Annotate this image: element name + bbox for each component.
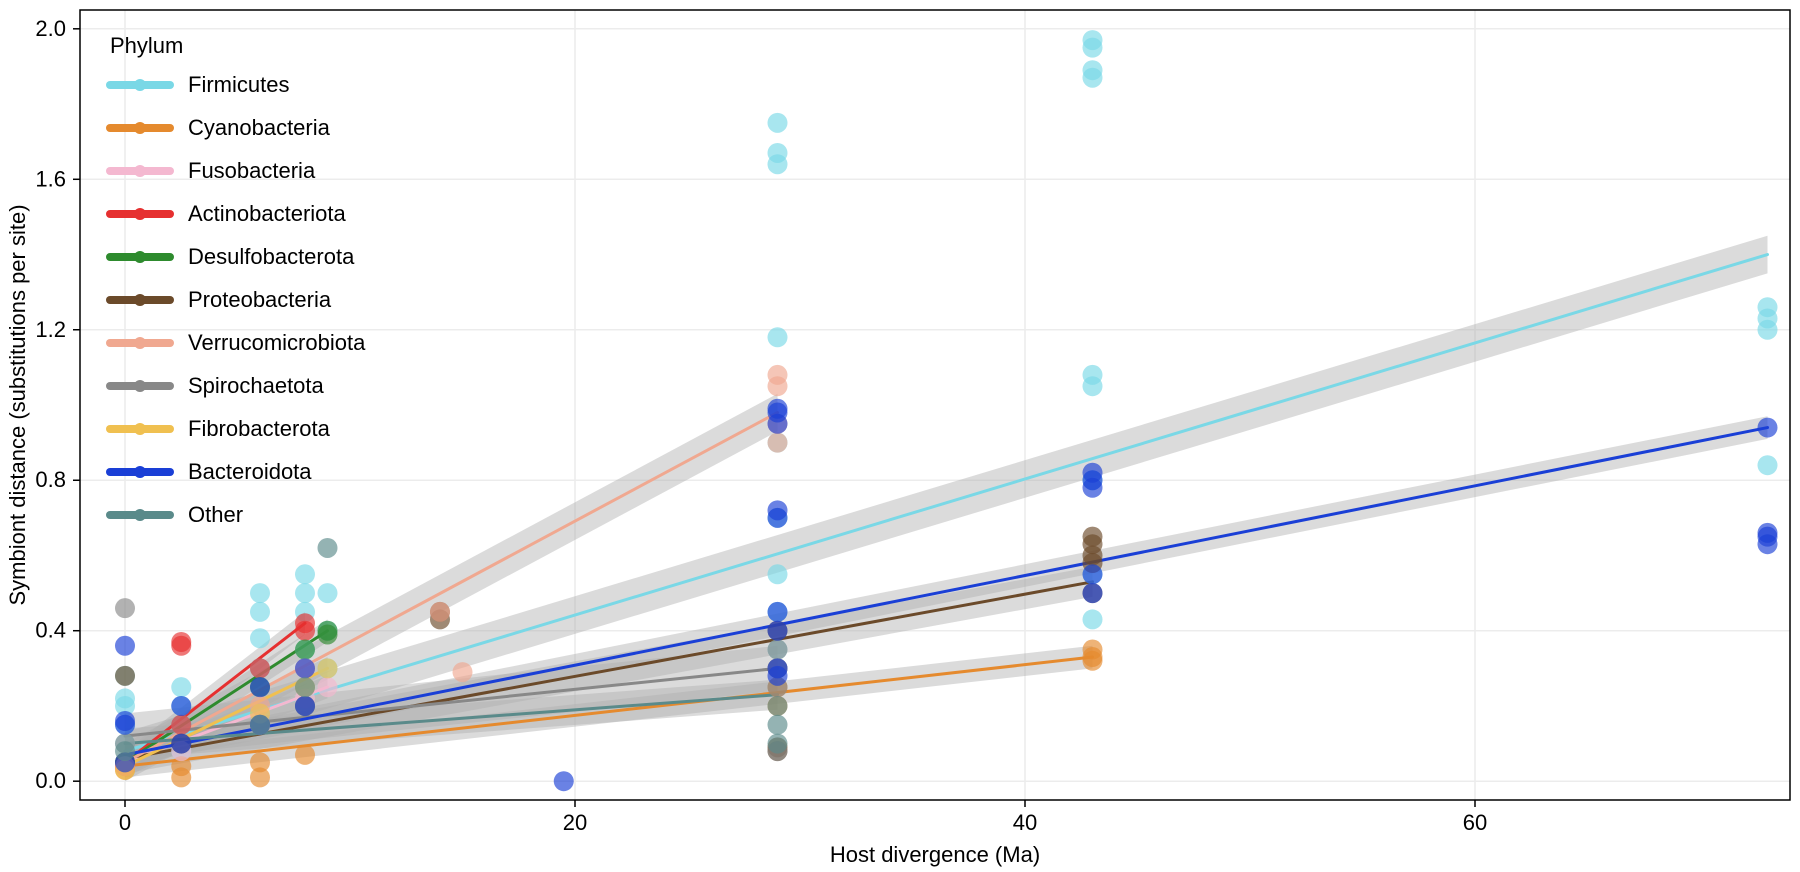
legend-title: Phylum <box>110 33 183 58</box>
legend-dot <box>134 165 146 177</box>
y-tick-label: 0.4 <box>35 618 66 643</box>
y-axis-label: Symbiont distance (substitutions per sit… <box>5 204 30 605</box>
legend-label: Proteobacteria <box>188 287 332 312</box>
legend-label: Fibrobacterota <box>188 416 331 441</box>
y-tick-label: 0.8 <box>35 467 66 492</box>
legend-label: Actinobacteriota <box>188 201 347 226</box>
chart-container: 0 20 40 60 0.0 0.4 0.8 1.2 1.6 2.0 Host divergence… <box>0 0 1800 872</box>
legend-dot <box>134 79 146 91</box>
x-tick-label: 20 <box>563 810 587 835</box>
legend-label: Firmicutes <box>188 72 289 97</box>
legend-dot <box>134 509 146 521</box>
legend-dot <box>134 380 146 392</box>
chart-svg: 0 20 40 60 0.0 0.4 0.8 1.2 1.6 2.0 Host divergence… <box>0 0 1800 872</box>
y-tick-label: 0.0 <box>35 768 66 793</box>
legend-label: Desulfobacterota <box>188 244 355 269</box>
legend-dot <box>134 208 146 220</box>
legend-dot <box>134 337 146 349</box>
legend-label: Verrucomicrobiota <box>188 330 366 355</box>
y-tick-label: 1.2 <box>35 317 66 342</box>
x-tick-label: 60 <box>1463 810 1487 835</box>
x-axis-label: Host divergence (Ma) <box>830 842 1040 867</box>
x-tick-label: 40 <box>1013 810 1037 835</box>
legend-dot <box>134 122 146 134</box>
legend-label: Spirochaetota <box>188 373 325 398</box>
y-tick-label: 2.0 <box>35 16 66 41</box>
legend-label: Other <box>188 502 243 527</box>
legend-label: Fusobacteria <box>188 158 316 183</box>
legend-dot <box>134 423 146 435</box>
y-tick-label: 1.6 <box>35 166 66 191</box>
legend-label: Bacteroidota <box>188 459 312 484</box>
legend-dot <box>134 294 146 306</box>
legend-dot <box>134 466 146 478</box>
x-tick-label: 0 <box>119 810 131 835</box>
legend-dot <box>134 251 146 263</box>
legend-label: Cyanobacteria <box>188 115 331 140</box>
